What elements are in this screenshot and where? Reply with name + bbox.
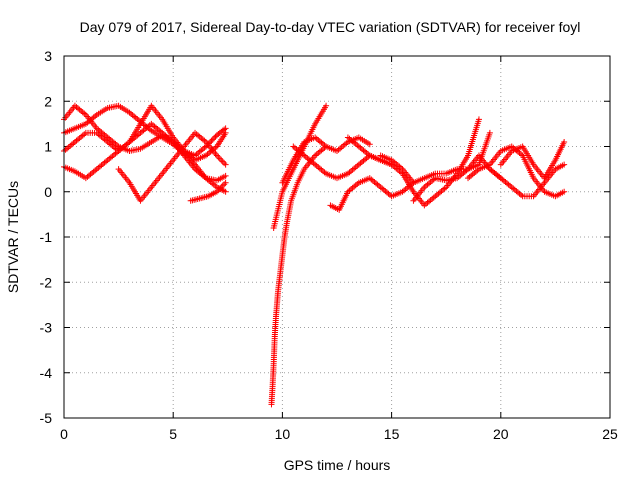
- y-tick-label: -5: [40, 410, 53, 426]
- y-tick-label: -3: [40, 320, 53, 336]
- y-tick-label: 0: [44, 184, 52, 200]
- data-markers: [61, 102, 568, 408]
- y-axis-label: SDTVAR / TECUs: [5, 181, 21, 293]
- data-point: [323, 102, 330, 109]
- series-arc-b3: [279, 134, 373, 186]
- x-tick-label: 10: [275, 426, 291, 442]
- x-tick-label: 20: [493, 426, 509, 442]
- series-arc-c2: [486, 161, 568, 200]
- y-tick-label: 3: [44, 48, 52, 64]
- data-point: [486, 129, 493, 136]
- data-point: [212, 133, 219, 140]
- series-arc-b7: [377, 129, 493, 186]
- data-point: [209, 136, 216, 143]
- series-arc-b4: [290, 143, 395, 182]
- series-arc-b1: [268, 143, 330, 408]
- series-arc-b5: [327, 175, 417, 213]
- y-tick-label: -4: [40, 365, 53, 381]
- x-tick-labels: 0 5 10 15 20 25: [60, 426, 618, 442]
- data-point: [222, 172, 229, 179]
- data-point: [211, 135, 218, 142]
- data-point: [221, 126, 228, 133]
- data-point: [222, 179, 229, 186]
- x-tick-label: 0: [60, 426, 68, 442]
- chart-title: Day 079 of 2017, Sidereal Day-to-day VTE…: [80, 19, 581, 35]
- series-arc-a2: [61, 102, 229, 184]
- plot-frame: [63, 55, 611, 419]
- y-tick-label: -2: [40, 274, 53, 290]
- y-tick-label: 2: [44, 93, 52, 109]
- x-tick-label: 5: [169, 426, 177, 442]
- data-point: [561, 138, 568, 145]
- data-point: [475, 116, 482, 123]
- data-point: [222, 161, 229, 168]
- x-axis-label: GPS time / hours: [284, 457, 391, 473]
- x-tick-label: 25: [602, 426, 618, 442]
- data-point: [561, 188, 568, 195]
- series-arc-a5: [115, 129, 229, 204]
- series-arc-c3: [497, 138, 568, 182]
- data-point: [366, 141, 373, 148]
- y-tick-label: -1: [40, 229, 53, 245]
- y-tick-labels: -5 -4 -3 -2 -1 0 1 2 3: [40, 48, 53, 426]
- x-tick-label: 15: [384, 426, 400, 442]
- series-arc-a6: [187, 179, 229, 204]
- series-arc-a4: [61, 120, 229, 182]
- data-point: [222, 188, 229, 195]
- data-point: [561, 161, 568, 168]
- data-point: [222, 125, 229, 132]
- data-point: [208, 137, 215, 144]
- y-tick-label: 1: [44, 139, 52, 155]
